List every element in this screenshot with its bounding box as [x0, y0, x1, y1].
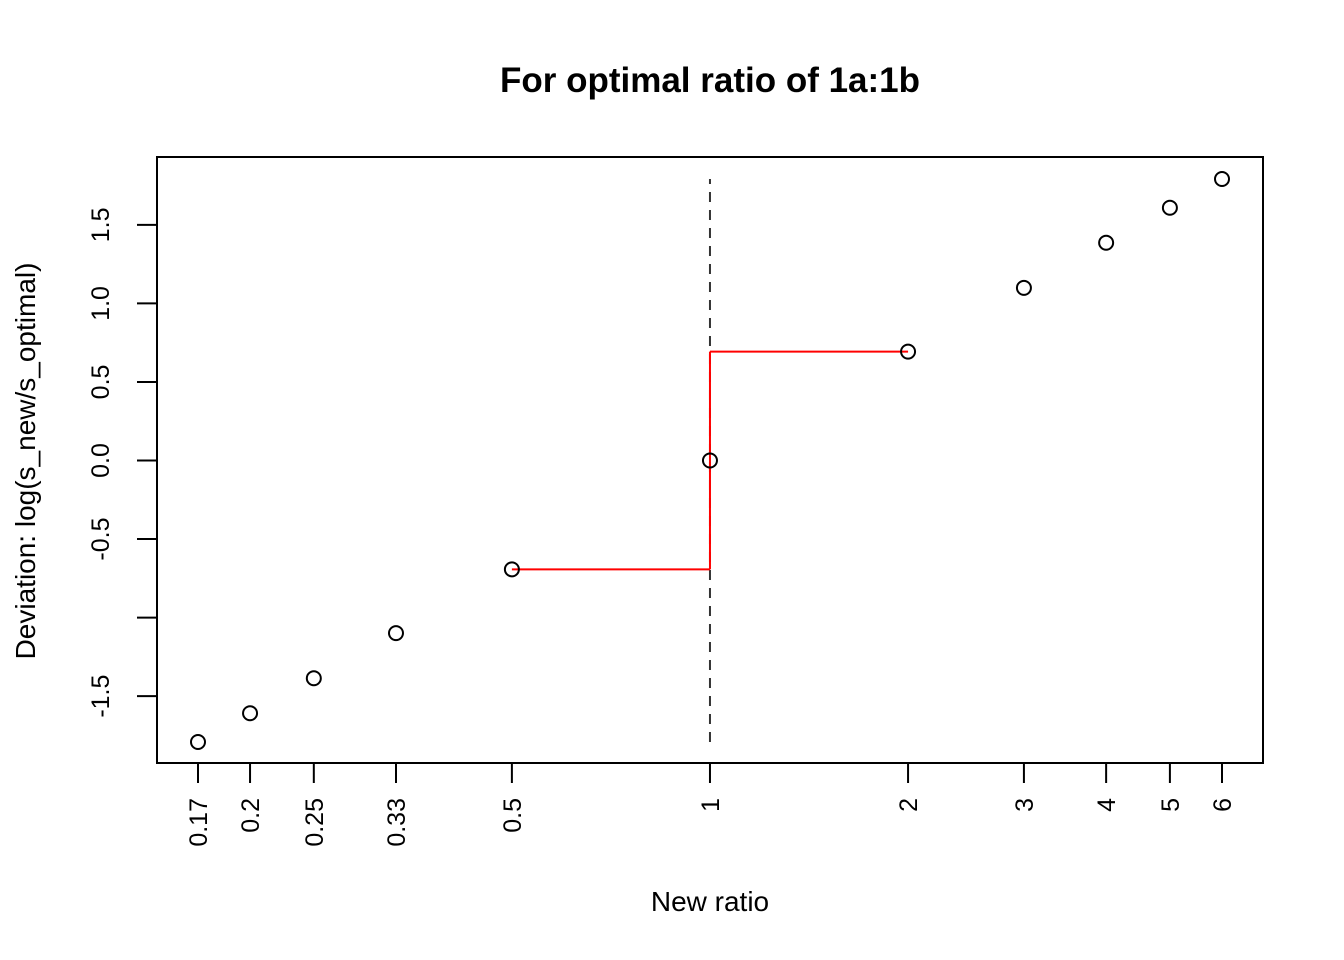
- x-tick-label: 4: [1093, 798, 1121, 812]
- x-tick-label: 0.25: [301, 798, 329, 847]
- data-point: [305, 670, 322, 687]
- x-axis-title: New ratio: [651, 886, 769, 917]
- x-tick-label: 1: [697, 798, 725, 812]
- data-point: [387, 625, 404, 642]
- x-tick-label: 6: [1209, 798, 1237, 812]
- y-tick-label: 1.5: [87, 207, 115, 242]
- y-tick-label: -1.5: [87, 675, 115, 718]
- data-point: [242, 705, 259, 722]
- data-point: [190, 734, 206, 750]
- y-tick-label: -0.5: [87, 517, 115, 560]
- points-layer: [190, 171, 1230, 750]
- x-axis: 0.17 0.2 0.25 0.33 0.5 1 2 3 4 5 6: [185, 762, 1237, 847]
- x-tick-label: 0.2: [237, 798, 265, 833]
- data-point: [701, 452, 718, 469]
- step-line-layer: [511, 350, 909, 571]
- data-point: [900, 343, 917, 360]
- x-tick-label: 2: [895, 798, 923, 812]
- x-tick-label: 5: [1157, 798, 1185, 812]
- y-tick-label: 1.0: [87, 286, 115, 321]
- y-tick-label: 0.5: [87, 365, 115, 400]
- chart-title: For optimal ratio of 1a:1b: [500, 61, 920, 100]
- data-point: [1161, 199, 1178, 216]
- y-axis-title: Deviation: log(s_new/s_optimal): [10, 263, 41, 660]
- x-tick-label: 3: [1011, 798, 1039, 812]
- y-axis: -1.5 -0.5 0.0 0.5 1.0 1.5: [87, 207, 158, 718]
- data-point: [1098, 234, 1115, 251]
- x-tick-label: 0.33: [383, 798, 411, 847]
- x-tick-label: 0.5: [499, 798, 527, 833]
- data-point: [503, 561, 520, 578]
- x-tick-label: 0.17: [185, 798, 213, 847]
- data-point: [1214, 171, 1230, 187]
- y-tick-label: 0.0: [87, 443, 115, 478]
- data-point: [1015, 279, 1032, 296]
